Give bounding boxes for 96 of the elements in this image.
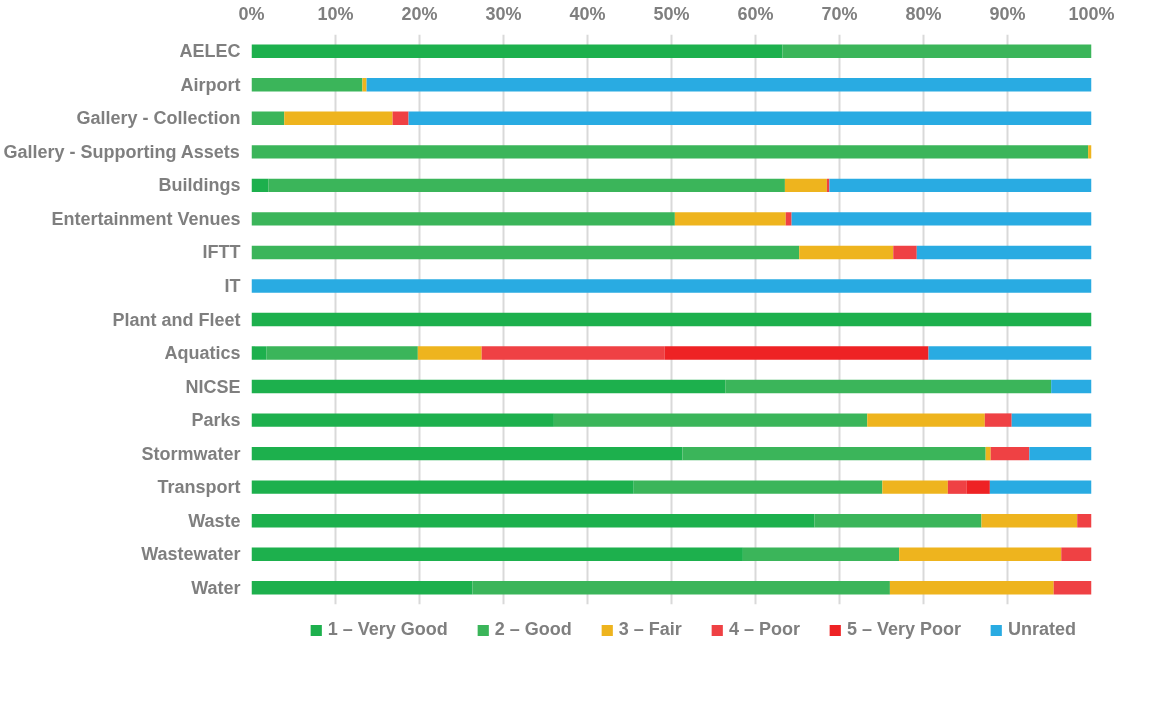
y-tick-label: IT — [224, 275, 241, 296]
bar — [251, 44, 783, 58]
bar — [251, 446, 683, 461]
y-tick-label: Buildings — [158, 175, 241, 196]
bar — [251, 346, 267, 360]
bar — [366, 78, 1092, 92]
bar — [1053, 581, 1092, 595]
bar — [990, 446, 1030, 461]
y-tick-label: Aquatics — [164, 343, 241, 364]
y-tick-label: NICSE — [185, 376, 241, 397]
bar — [674, 212, 786, 226]
y-tick-label: Waste — [188, 510, 241, 531]
bar — [251, 480, 634, 494]
legend-label: 3 – Fair — [618, 619, 682, 640]
x-tick-label: 80% — [905, 3, 942, 24]
bar — [984, 413, 1012, 427]
y-tick-label: Gallery - Collection — [76, 108, 241, 129]
legend-label: Unrated — [1007, 619, 1076, 640]
y-tick-label: Gallery - Supporting Assets — [3, 141, 240, 162]
bar — [785, 212, 792, 226]
y-tick-label: Stormwater — [141, 443, 241, 464]
bar — [664, 346, 929, 360]
legend-label: 5 – Very Poor — [846, 619, 961, 640]
x-tick-label: 20% — [401, 3, 438, 24]
y-tick-label: Entertainment Venues — [51, 208, 241, 229]
bar — [553, 413, 868, 427]
x-tick-label: 50% — [653, 3, 690, 24]
bar — [251, 513, 815, 528]
x-tick-label: 60% — [737, 3, 774, 24]
bar — [899, 547, 1062, 561]
bar — [742, 547, 900, 561]
bar — [947, 480, 967, 494]
bar — [985, 446, 991, 461]
bar — [784, 178, 827, 193]
bar — [889, 581, 1054, 595]
bar — [1088, 145, 1092, 159]
x-tick-label: 70% — [821, 3, 858, 24]
bar — [408, 111, 1092, 126]
y-tick-label: IFTT — [202, 242, 241, 263]
bar — [981, 513, 1078, 528]
bar — [1061, 547, 1092, 561]
x-tick-label: 40% — [569, 3, 606, 24]
bar — [251, 279, 1092, 293]
y-tick-label: Parks — [191, 410, 241, 431]
y-tick-label: Wastewater — [141, 544, 241, 565]
bar — [1011, 413, 1092, 427]
bar — [829, 178, 1092, 193]
bar — [725, 379, 1052, 394]
x-tick-label: 90% — [989, 3, 1026, 24]
y-tick-label: Plant and Fleet — [112, 309, 241, 330]
bar — [251, 78, 363, 92]
bar — [251, 413, 554, 427]
bar — [251, 245, 800, 260]
bar — [1051, 379, 1092, 394]
bar — [284, 111, 393, 126]
bar — [251, 111, 285, 126]
bar — [782, 44, 1092, 58]
bar — [362, 78, 367, 92]
bar — [799, 245, 894, 260]
bar — [966, 480, 990, 494]
bar — [814, 513, 982, 528]
bar — [882, 480, 948, 494]
bar — [481, 346, 665, 360]
bar — [392, 111, 409, 126]
bar — [251, 145, 1089, 159]
bar — [928, 346, 1092, 360]
y-tick-label: Airport — [180, 74, 241, 95]
bar — [989, 480, 1092, 494]
bar — [682, 446, 986, 461]
legend-label: 4 – Poor — [728, 619, 800, 640]
y-tick-label: Water — [191, 577, 241, 598]
bar — [251, 178, 269, 193]
bar — [251, 212, 675, 226]
y-tick-label: Transport — [157, 477, 241, 498]
bar — [268, 178, 785, 193]
legend-label: 1 – Very Good — [327, 619, 448, 640]
bar — [893, 245, 917, 260]
x-tick-label: 30% — [485, 3, 522, 24]
bar — [1077, 513, 1092, 528]
bar — [251, 379, 726, 394]
bar — [916, 245, 1092, 260]
bar — [266, 346, 418, 360]
bar — [251, 547, 743, 561]
bar — [633, 480, 883, 494]
bar — [417, 346, 482, 360]
x-tick-label: 100% — [1068, 3, 1115, 24]
bar — [867, 413, 985, 427]
y-tick-label: AELEC — [179, 41, 241, 62]
bar — [251, 312, 1092, 327]
x-tick-label: 0% — [238, 3, 265, 24]
bar — [251, 581, 473, 595]
bar — [1029, 446, 1092, 461]
legend-label: 2 – Good — [494, 619, 572, 640]
x-tick-label: 10% — [317, 3, 354, 24]
bar — [791, 212, 1092, 226]
bar — [472, 581, 890, 595]
